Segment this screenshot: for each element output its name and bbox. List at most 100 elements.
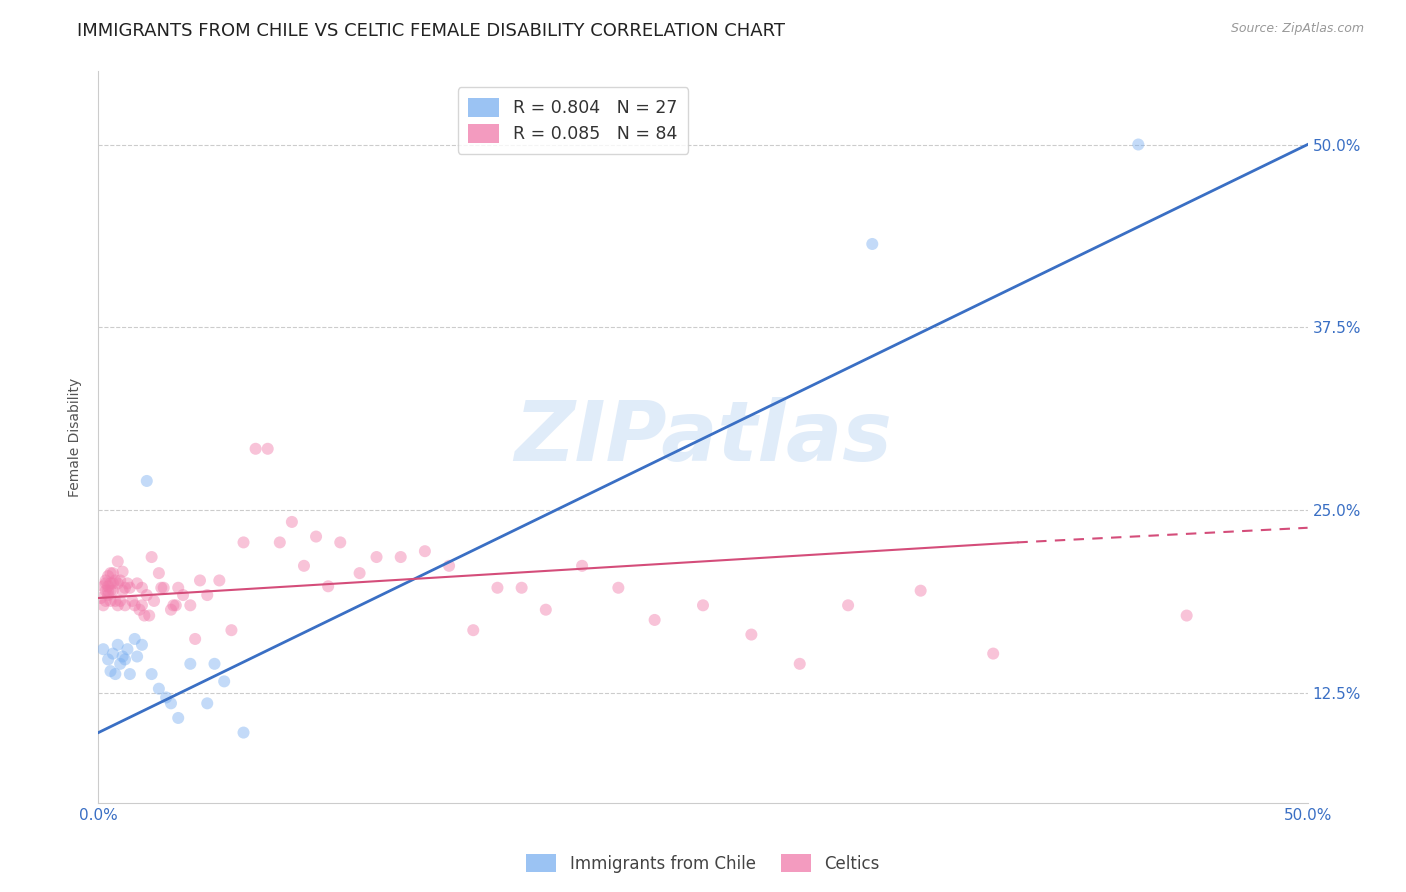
Point	[108, 594, 131, 608]
Point	[101, 647, 124, 661]
Point	[101, 566, 124, 581]
Point	[349, 566, 371, 581]
Y-axis label: Female Disability: Female Disability	[69, 377, 83, 497]
Point	[104, 574, 127, 588]
Point	[607, 581, 630, 595]
Point	[910, 583, 932, 598]
Point	[366, 549, 388, 564]
Point	[131, 599, 153, 613]
Point	[221, 623, 243, 637]
Point	[135, 474, 157, 488]
Point	[97, 579, 120, 593]
Point	[160, 696, 183, 710]
Point	[245, 442, 267, 456]
Point	[100, 576, 122, 591]
Point	[100, 594, 122, 608]
Point	[94, 574, 117, 588]
Point	[165, 599, 187, 613]
Point	[100, 664, 122, 678]
Point	[141, 549, 163, 564]
Point	[91, 642, 114, 657]
Point	[148, 566, 170, 581]
Point	[329, 535, 352, 549]
Point	[172, 588, 194, 602]
Point	[1128, 137, 1150, 152]
Point	[97, 569, 120, 583]
Point	[124, 599, 146, 613]
Point	[104, 594, 127, 608]
Point	[94, 583, 117, 598]
Point	[107, 599, 129, 613]
Point	[256, 442, 278, 456]
Point	[837, 599, 859, 613]
Point	[155, 690, 177, 705]
Point	[108, 574, 131, 588]
Point	[143, 594, 166, 608]
Point	[94, 576, 117, 591]
Point	[160, 603, 183, 617]
Point	[305, 530, 328, 544]
Point	[281, 515, 304, 529]
Text: IMMIGRANTS FROM CHILE VS CELTIC FEMALE DISABILITY CORRELATION CHART: IMMIGRANTS FROM CHILE VS CELTIC FEMALE D…	[77, 22, 786, 40]
Text: ZIPatlas: ZIPatlas	[515, 397, 891, 477]
Point	[232, 725, 254, 739]
Point	[100, 566, 122, 581]
Point	[167, 581, 190, 595]
Point	[232, 535, 254, 549]
Point	[437, 558, 460, 573]
Point	[510, 581, 533, 595]
Point	[389, 549, 412, 564]
Point	[100, 583, 122, 598]
Point	[138, 608, 160, 623]
Point	[131, 581, 153, 595]
Point	[644, 613, 666, 627]
Point	[413, 544, 436, 558]
Point	[152, 581, 174, 595]
Point	[97, 652, 120, 666]
Point	[463, 623, 485, 637]
Point	[212, 674, 235, 689]
Point	[981, 647, 1004, 661]
Point	[692, 599, 714, 613]
Point	[107, 638, 129, 652]
Point	[316, 579, 339, 593]
Point	[108, 657, 131, 671]
Point	[107, 554, 129, 568]
Point	[148, 681, 170, 696]
Point	[94, 594, 117, 608]
Point	[117, 576, 139, 591]
Point	[141, 667, 163, 681]
Point	[208, 574, 231, 588]
Point	[179, 599, 201, 613]
Point	[127, 576, 149, 591]
Point	[534, 603, 557, 617]
Point	[486, 581, 509, 595]
Point	[269, 535, 291, 549]
Point	[114, 581, 136, 595]
Point	[204, 657, 226, 671]
Point	[111, 583, 134, 598]
Point	[131, 638, 153, 652]
Point	[860, 237, 883, 252]
Point	[128, 603, 150, 617]
Point	[121, 594, 143, 608]
Point	[179, 657, 201, 671]
Point	[195, 696, 218, 710]
Point	[789, 657, 811, 671]
Point	[114, 599, 136, 613]
Point	[114, 652, 136, 666]
Point	[162, 599, 184, 613]
Point	[97, 588, 120, 602]
Legend: R = 0.804   N = 27, R = 0.085   N = 84: R = 0.804 N = 27, R = 0.085 N = 84	[458, 87, 688, 153]
Point	[127, 649, 149, 664]
Point	[107, 576, 129, 591]
Point	[90, 591, 112, 605]
Point	[104, 667, 127, 681]
Point	[740, 627, 762, 641]
Point	[101, 583, 124, 598]
Point	[135, 588, 157, 602]
Point	[184, 632, 207, 646]
Point	[1175, 608, 1198, 623]
Point	[571, 558, 593, 573]
Point	[167, 711, 190, 725]
